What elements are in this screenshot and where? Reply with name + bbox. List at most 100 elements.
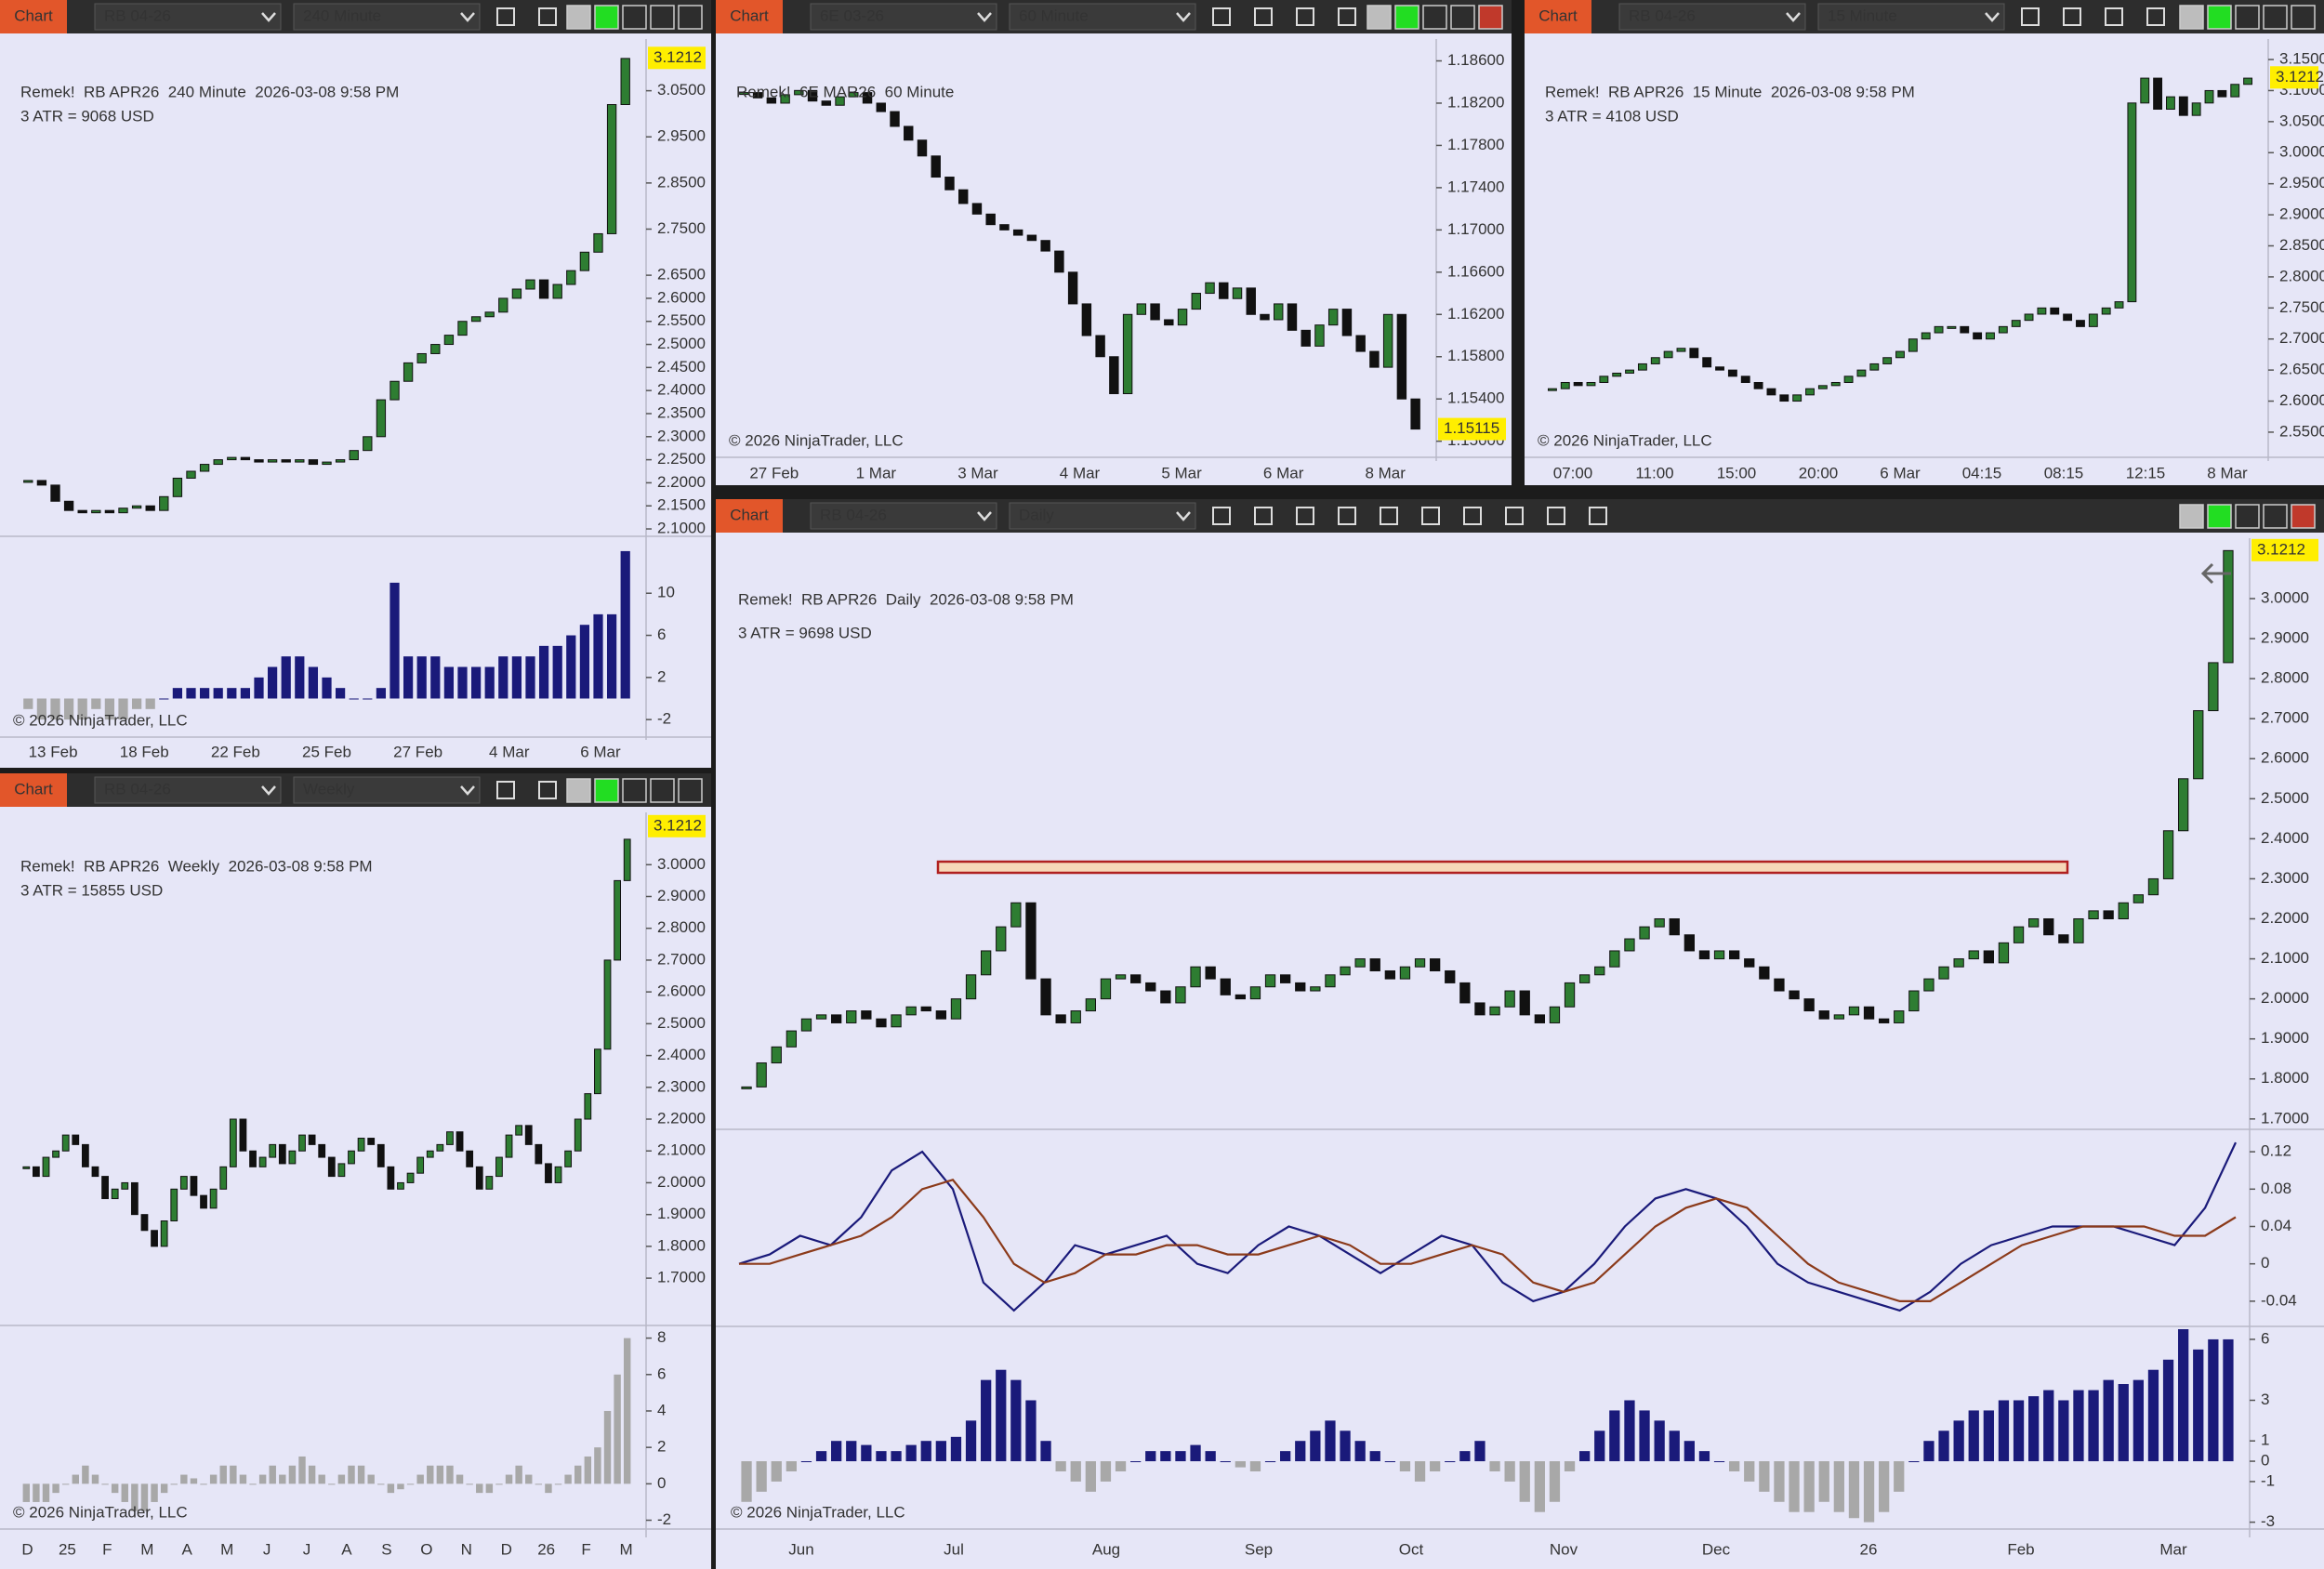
window-button[interactable] — [2235, 5, 2260, 30]
dropdown-caret[interactable] — [460, 12, 475, 22]
candle — [1384, 969, 1396, 980]
dropdown-caret[interactable] — [1176, 12, 1191, 22]
window-button[interactable] — [594, 778, 619, 803]
interval-dropdown[interactable] — [1009, 3, 1196, 31]
toolbar-icon[interactable] — [1254, 7, 1273, 26]
toolbar-icon[interactable] — [1212, 507, 1231, 525]
window-button[interactable] — [2207, 5, 2232, 30]
window-button[interactable] — [650, 5, 675, 30]
dropdown-caret[interactable] — [460, 785, 475, 796]
window-button[interactable] — [678, 5, 703, 30]
dropdown-caret[interactable] — [261, 12, 276, 22]
instrument-label[interactable]: 6E 03-26 — [820, 7, 884, 24]
chart-tab-label[interactable]: Chart — [14, 780, 53, 798]
interval-label[interactable]: Daily — [1019, 506, 1054, 523]
toolbar-icon[interactable] — [1212, 7, 1231, 26]
window-button[interactable] — [2263, 504, 2288, 529]
toolbar-icon[interactable] — [1254, 507, 1273, 525]
toolbar-icon[interactable] — [1421, 507, 1440, 525]
histogram-bar — [1534, 1461, 1545, 1512]
window-button[interactable] — [2263, 5, 2288, 30]
window-button[interactable] — [2179, 504, 2204, 529]
window-button[interactable] — [650, 778, 675, 803]
chart-tab-label[interactable]: Chart — [14, 7, 53, 24]
chart-tab-label[interactable]: Chart — [730, 7, 769, 24]
window-button[interactable] — [678, 778, 703, 803]
toolbar-icon[interactable] — [2146, 7, 2165, 26]
y-tick-label: 2.4000 — [2261, 829, 2309, 847]
candle — [101, 1176, 109, 1200]
chart-tab-label[interactable]: Chart — [730, 506, 769, 523]
candle — [1953, 958, 1964, 968]
dropdown-caret[interactable] — [977, 12, 992, 22]
toolbar-icon[interactable] — [1589, 507, 1607, 525]
window-button[interactable] — [622, 778, 647, 803]
instrument-dropdown[interactable] — [94, 3, 282, 31]
dropdown-caret[interactable] — [1985, 12, 2000, 22]
interval-label[interactable]: 60 Minute — [1019, 7, 1089, 24]
instrument-dropdown[interactable] — [1618, 3, 1806, 31]
dropdown-caret[interactable] — [1176, 511, 1191, 521]
toolbar-icon[interactable] — [1463, 507, 1482, 525]
toolbar-icon[interactable] — [2021, 7, 2040, 26]
chart-tab[interactable] — [0, 773, 67, 807]
interval-dropdown[interactable] — [1009, 502, 1196, 530]
chart-tab[interactable] — [716, 499, 783, 533]
chart-tab[interactable] — [716, 0, 783, 33]
chart-tab[interactable] — [1525, 0, 1591, 33]
histogram-bar — [965, 1420, 977, 1462]
window-button[interactable] — [2179, 5, 2204, 30]
instrument-label[interactable]: RB 04-26 — [104, 7, 171, 24]
toolbar-icon[interactable] — [1296, 7, 1314, 26]
toolbar-icon[interactable] — [496, 781, 515, 799]
toolbar-icon[interactable] — [2063, 7, 2081, 26]
instrument-dropdown[interactable] — [810, 3, 997, 31]
window-button[interactable] — [1394, 5, 1419, 30]
y-tick-label: 3.0000 — [2279, 143, 2324, 161]
interval-dropdown[interactable] — [293, 776, 481, 804]
toolbar-icon[interactable] — [2105, 7, 2123, 26]
window-button[interactable] — [2291, 5, 2316, 30]
interval-label[interactable]: Weekly — [303, 780, 355, 798]
toolbar-icon[interactable] — [538, 7, 557, 26]
window-button[interactable] — [622, 5, 647, 30]
toolbar-icon[interactable] — [1338, 7, 1356, 26]
time-label: 15:00 — [1717, 464, 1757, 481]
candle — [209, 1188, 218, 1209]
window-button[interactable] — [1478, 5, 1503, 30]
instrument-dropdown[interactable] — [94, 776, 282, 804]
time-label: J — [263, 1540, 271, 1558]
window-button[interactable] — [566, 778, 591, 803]
dropdown-caret[interactable] — [977, 511, 992, 521]
window-button[interactable] — [2207, 504, 2232, 529]
instrument-label[interactable]: RB 04-26 — [1629, 7, 1696, 24]
candle — [1410, 398, 1420, 430]
window-button[interactable] — [1422, 5, 1447, 30]
interval-dropdown[interactable] — [293, 3, 481, 31]
toolbar-icon[interactable] — [1547, 507, 1565, 525]
histogram-bar — [2073, 1390, 2084, 1462]
window-button[interactable] — [1450, 5, 1475, 30]
chart-tab[interactable] — [0, 0, 67, 33]
dropdown-caret[interactable] — [1786, 12, 1801, 22]
toolbar-icon[interactable] — [1505, 507, 1524, 525]
toolbar-icon[interactable] — [496, 7, 515, 26]
toolbar-icon[interactable] — [1296, 507, 1314, 525]
window-button[interactable] — [1367, 5, 1392, 30]
instrument-label[interactable]: RB 04-26 — [820, 506, 887, 523]
interval-dropdown[interactable] — [1817, 3, 2005, 31]
interval-label[interactable]: 240 Minute — [303, 7, 381, 24]
instrument-dropdown[interactable] — [810, 502, 997, 530]
candle — [1766, 388, 1776, 396]
dropdown-caret[interactable] — [261, 785, 276, 796]
toolbar-icon[interactable] — [1380, 507, 1398, 525]
interval-label[interactable]: 15 Minute — [1828, 7, 1897, 24]
toolbar-icon[interactable] — [1338, 507, 1356, 525]
window-button[interactable] — [2291, 504, 2316, 529]
window-button[interactable] — [2235, 504, 2260, 529]
instrument-label[interactable]: RB 04-26 — [104, 780, 171, 798]
window-button[interactable] — [594, 5, 619, 30]
window-button[interactable] — [566, 5, 591, 30]
toolbar-icon[interactable] — [538, 781, 557, 799]
chart-tab-label[interactable]: Chart — [1538, 7, 1578, 24]
